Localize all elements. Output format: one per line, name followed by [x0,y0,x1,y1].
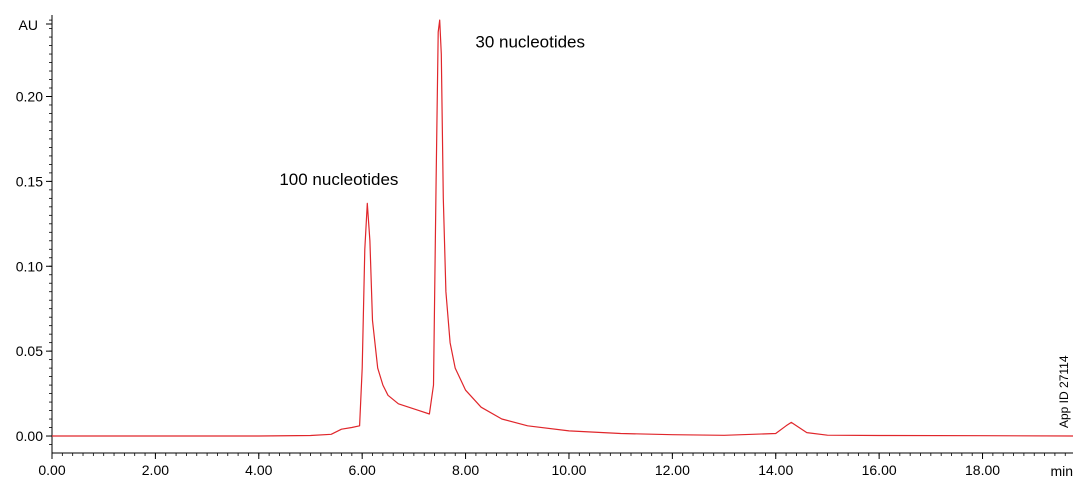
x-tick-label-9: 18.00 [965,462,1000,478]
x-tick-label-0: 0.00 [38,462,65,478]
x-axis-label: min [1050,463,1073,479]
x-tick-label-8: 16.00 [862,462,897,478]
x-tick-label-7: 14.00 [758,462,793,478]
x-tick-label-1: 2.00 [142,462,169,478]
x-tick-label-6: 12.00 [655,462,690,478]
annotation-30-nucleotides: 30 nucleotides [475,32,585,51]
y-tick-label-0: 0.00 [16,428,43,444]
x-tick-label-4: 8.00 [452,462,479,478]
y-tick-label-1: 0.05 [16,343,43,359]
x-tick-label-5: 10.00 [551,462,586,478]
y-tick-label-3: 0.15 [16,173,43,189]
x-tick-label-3: 6.00 [349,462,376,478]
series-line-0 [52,19,1074,437]
annotation-100-nucleotides: 100 nucleotides [279,170,398,189]
axes [51,15,1073,454]
y-tick-label-4: 0.20 [16,88,43,104]
y-tick-label-2: 0.10 [16,258,43,274]
series-layer [52,19,1074,437]
app-id-note: App ID 27114 [1057,355,1071,428]
x-tick-label-2: 4.00 [245,462,272,478]
y-axis-label: AU [19,17,38,33]
ticks: 0.00 0.05 0.10 0.15 0.20 0.00 2.00 4.00 6.00 8.00… [16,19,1066,478]
